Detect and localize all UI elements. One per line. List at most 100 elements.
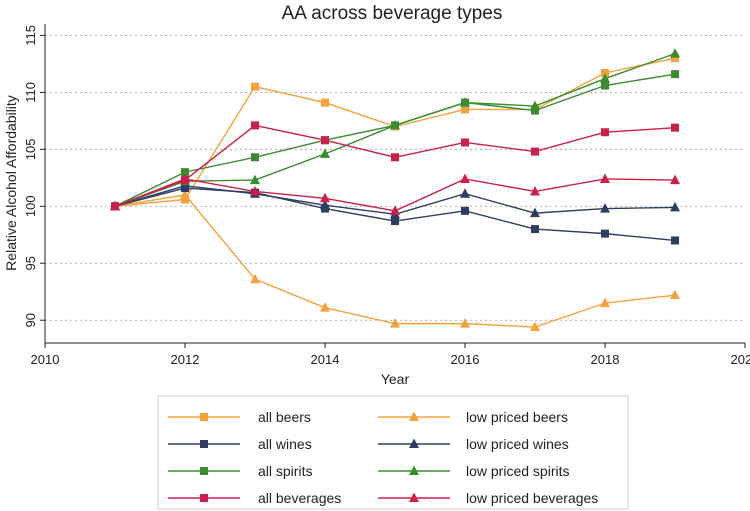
data-point [671, 123, 679, 132]
data-point [390, 318, 400, 328]
data-point [530, 321, 540, 332]
data-point [461, 206, 469, 215]
legend-label: all wines [258, 436, 312, 452]
x-tick-label: 2016 [451, 352, 480, 367]
legend-marker [409, 492, 419, 502]
data-point [531, 225, 539, 234]
data-point [670, 48, 680, 58]
data-point [460, 188, 470, 198]
x-tick-label: 2010 [31, 352, 60, 367]
legend-entry-all-spirits: all spirits [168, 463, 312, 479]
gridlines [45, 34, 745, 321]
legend-entry-all-beverages: all beverages [168, 490, 341, 506]
data-point [531, 147, 539, 156]
legend-marker [409, 438, 419, 448]
x-tick-label: 2020 [731, 352, 750, 367]
data-point [600, 73, 610, 83]
x-axis-ticks: 2010 2012 2014 2016 2018 2020 [31, 343, 750, 367]
data-point [530, 185, 540, 196]
data-point [181, 195, 189, 204]
y-tick-label: 110 [23, 82, 38, 103]
data-point [320, 148, 330, 158]
data-point [600, 297, 610, 308]
data-point [670, 201, 680, 212]
legend: all beers low priced beers all wines low pr… [168, 409, 598, 506]
legend-box [157, 395, 629, 510]
data-point [670, 174, 680, 185]
y-axis-ticks: 90 95 100 105 110 115 [23, 25, 45, 327]
legend-label: all beers [258, 409, 311, 425]
legend-marker [409, 411, 419, 421]
data-point [601, 81, 609, 90]
data-point [390, 119, 400, 130]
series-low-priced-beverages [110, 173, 680, 215]
data-point [251, 121, 259, 130]
series-all-beverages [111, 121, 679, 211]
legend-entry-all-wines: all wines [168, 436, 312, 452]
data-point [320, 192, 330, 203]
legend-label: low priced wines [466, 436, 569, 452]
y-tick-label: 115 [23, 25, 38, 46]
legend-label: low priced beers [466, 409, 568, 425]
legend-marker [200, 440, 208, 448]
legend-entry-all-beers: all beers [168, 409, 311, 425]
y-tick-label: 100 [23, 195, 38, 217]
legend-label: low priced beverages [466, 490, 598, 506]
x-tick-label: 2014 [311, 352, 340, 367]
data-point [671, 54, 679, 63]
series-line [114, 124, 676, 207]
data-point [250, 174, 260, 185]
series-layer [110, 48, 680, 332]
data-point [320, 199, 330, 210]
legend-entry-low-priced-beers: low priced beers [378, 409, 568, 425]
legend-label: all beverages [258, 490, 341, 506]
data-point [601, 128, 609, 137]
y-tick-label: 105 [23, 138, 38, 160]
y-tick-label: 95 [23, 256, 38, 270]
data-point [460, 173, 470, 183]
legend-entry-low-priced-spirits: low priced spirits [378, 463, 569, 479]
data-point [530, 100, 540, 111]
legend-label: all spirits [258, 463, 312, 479]
data-point [390, 205, 400, 215]
data-point [250, 185, 260, 196]
data-point [391, 153, 399, 162]
data-point [461, 105, 469, 114]
data-point [461, 138, 469, 147]
data-point [670, 289, 680, 300]
data-point [320, 302, 330, 312]
data-point [600, 173, 610, 183]
data-point [180, 173, 190, 183]
data-point [321, 98, 329, 107]
legend-entry-low-priced-beverages: low priced beverages [378, 490, 598, 506]
data-point [251, 82, 259, 91]
data-point [181, 168, 189, 177]
y-axis-title: Relative Alcohol Affordability [3, 95, 19, 271]
legend-marker [409, 465, 419, 475]
data-point [321, 136, 329, 145]
data-point [601, 229, 609, 238]
data-point [601, 68, 609, 77]
legend-label: low priced spirits [466, 463, 569, 479]
data-point [180, 189, 190, 199]
data-point [671, 70, 679, 79]
x-tick-label: 2012 [171, 352, 200, 367]
series-line [114, 73, 676, 207]
data-point [391, 217, 399, 226]
legend-marker [200, 494, 208, 502]
series-low-priced-spirits [110, 48, 680, 211]
chart-title: AA across beverage types [282, 3, 503, 24]
data-point [250, 273, 260, 284]
x-axis-title: Year [381, 371, 410, 387]
data-point [530, 207, 540, 218]
data-point [531, 106, 539, 115]
data-point [600, 203, 610, 213]
data-point [460, 97, 470, 107]
data-point [671, 236, 679, 245]
series-line [114, 57, 676, 207]
x-tick-label: 2018 [591, 352, 620, 367]
legend-marker [200, 413, 208, 421]
data-point [460, 318, 470, 328]
data-point [110, 200, 120, 211]
